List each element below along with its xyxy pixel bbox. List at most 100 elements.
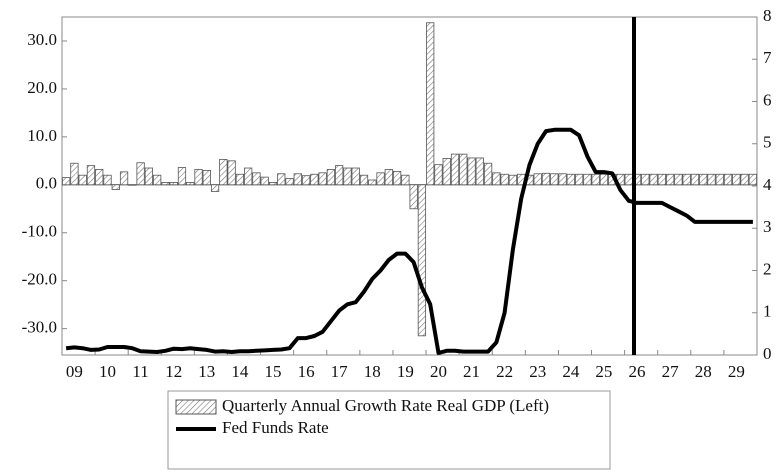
x-tick-label: 28	[695, 362, 712, 381]
y2-tick-label: 5	[763, 133, 772, 152]
y2-tick-label: 0	[763, 344, 772, 363]
x-tick-label: 11	[132, 362, 148, 381]
y2-tick-label: 3	[763, 217, 772, 236]
x-tick-label: 14	[231, 362, 249, 381]
bar	[244, 167, 253, 186]
legend-swatch	[175, 399, 217, 415]
bar	[136, 162, 145, 186]
y2-tick-label: 4	[763, 175, 772, 194]
x-tick-label: 09	[66, 362, 83, 381]
bar	[641, 173, 650, 186]
x-tick-label: 20	[430, 362, 447, 381]
bar	[541, 172, 551, 186]
bar	[417, 184, 427, 337]
legend-box	[167, 390, 611, 470]
y-tick-label: 30.0	[27, 30, 57, 49]
bar	[715, 173, 724, 186]
bar	[301, 175, 311, 186]
bar	[376, 172, 385, 186]
y-tick-label: 20.0	[27, 78, 57, 97]
x-tick-label: 25	[595, 362, 612, 381]
y2-tick-label: 8	[763, 6, 772, 25]
bar	[591, 173, 600, 186]
bar	[674, 173, 683, 186]
bar	[277, 173, 286, 186]
bar	[550, 173, 559, 186]
bar	[599, 173, 609, 186]
bar	[401, 174, 410, 186]
bar	[434, 164, 443, 186]
x-tick-label: 16	[298, 362, 315, 381]
bar	[483, 162, 493, 186]
bar	[740, 173, 749, 186]
legend-label: Quarterly Annual Growth Rate Real GDP (L…	[222, 396, 549, 415]
bar	[186, 182, 195, 186]
x-tick-label: 23	[529, 362, 546, 381]
bar	[690, 173, 700, 186]
y-tick-label: 0.0	[36, 174, 57, 193]
bar	[86, 165, 96, 186]
bar	[252, 172, 261, 186]
x-tick-label: 22	[496, 362, 513, 381]
bar	[293, 173, 302, 186]
y-tick-label: -30.0	[22, 318, 57, 337]
x-tick-label: 26	[629, 362, 646, 381]
bar	[442, 158, 451, 186]
bar	[318, 172, 327, 186]
bar	[566, 173, 575, 186]
bar	[268, 182, 278, 186]
bar	[111, 184, 120, 190]
bar	[169, 182, 178, 186]
bar	[384, 169, 393, 186]
bar	[62, 177, 71, 186]
bar	[426, 22, 435, 186]
bar	[310, 173, 319, 186]
bar	[260, 176, 269, 186]
bar	[368, 179, 377, 186]
bar	[392, 170, 402, 186]
bar	[666, 173, 675, 186]
bar	[285, 178, 294, 186]
bar	[574, 173, 584, 186]
bar	[459, 153, 468, 186]
y2-tick-label: 6	[763, 90, 772, 109]
x-tick-label: 12	[165, 362, 182, 381]
bar	[508, 174, 518, 186]
bar	[707, 173, 716, 186]
x-tick-label: 17	[331, 362, 349, 381]
bar	[202, 170, 211, 186]
bar	[119, 171, 129, 186]
bar	[219, 158, 228, 186]
bar	[177, 167, 187, 186]
y-tick-label: 10.0	[27, 126, 57, 145]
y2-tick-label: 7	[763, 48, 772, 67]
bar	[682, 173, 691, 186]
x-tick-label: 19	[397, 362, 414, 381]
bar	[649, 173, 658, 186]
legend-label: Fed Funds Rate	[222, 418, 329, 437]
x-tick-label: 21	[463, 362, 480, 381]
line	[65, 127, 753, 355]
bar	[450, 153, 460, 186]
bar	[657, 173, 666, 186]
bar	[351, 167, 360, 186]
bar	[335, 165, 344, 186]
bar	[70, 162, 79, 186]
y-tick-label: -10.0	[22, 222, 57, 241]
x-tick-label: 24	[562, 362, 580, 381]
bar	[732, 173, 741, 186]
bar	[409, 184, 418, 210]
bar	[624, 173, 633, 186]
bar	[103, 174, 112, 186]
bar	[194, 169, 203, 186]
bar	[95, 169, 104, 186]
bar	[227, 160, 236, 186]
bar	[326, 169, 336, 186]
y-tick-label: -20.0	[22, 270, 57, 289]
bar	[475, 157, 484, 186]
bar	[723, 173, 733, 186]
bar	[492, 172, 501, 186]
bar	[699, 173, 708, 186]
x-tick-label: 13	[198, 362, 215, 381]
bar	[161, 182, 170, 186]
